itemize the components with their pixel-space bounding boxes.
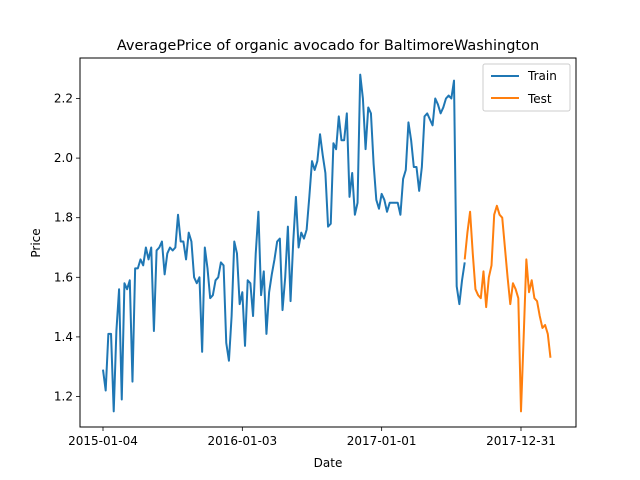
y-tick-label: 1.6 (54, 270, 73, 284)
plot-area (79, 57, 577, 428)
legend-box (482, 63, 571, 112)
y-tick-label: 1.2 (54, 390, 73, 404)
y-axis: 1.2 1.4 1.6 1.8 2.0 2.2 (54, 92, 80, 404)
chart-title: AveragePrice of organic avocado for Balt… (117, 38, 539, 54)
y-tick-label: 1.4 (54, 330, 73, 344)
series-line-test (463, 204, 552, 413)
x-axis: 2015-01-04 2016-01-03 2017-01-01 2017-12-31 (68, 427, 556, 448)
axes-frame (79, 57, 577, 428)
x-axis-label: Date (314, 456, 343, 470)
y-axis-label: Price (29, 228, 43, 257)
legend-label-train: Train (527, 69, 557, 83)
x-tick-label: 2016-01-03 (207, 434, 277, 448)
y-tick-label: 1.8 (54, 211, 73, 225)
series-layer (102, 73, 552, 413)
y-tick-label: 2.2 (54, 92, 73, 106)
y-tick-label: 2.0 (54, 151, 73, 165)
x-tick-label: 2017-01-01 (347, 434, 417, 448)
legend: Train Test (482, 63, 571, 112)
series-line-train (102, 73, 466, 413)
legend-label-test: Test (527, 92, 552, 106)
x-tick-label: 2015-01-04 (68, 434, 138, 448)
x-tick-label: 2017-12-31 (486, 434, 556, 448)
